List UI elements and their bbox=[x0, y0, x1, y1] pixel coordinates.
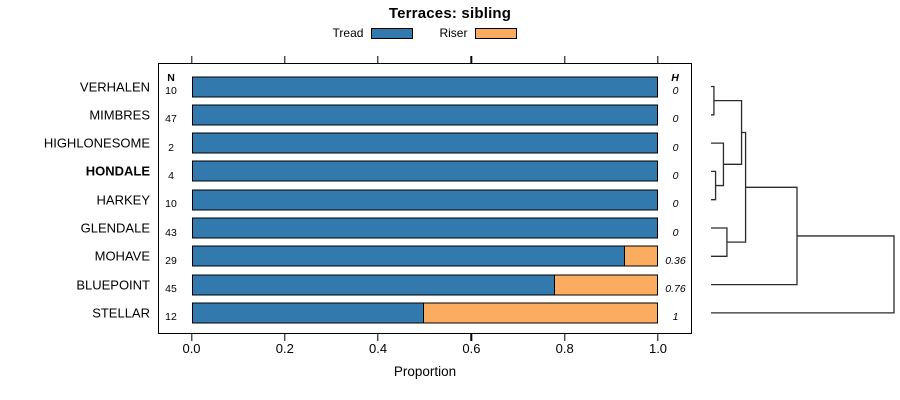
legend-label: Riser bbox=[439, 26, 468, 40]
h-value: 0 bbox=[672, 169, 679, 182]
legend-label: Tread bbox=[332, 26, 364, 40]
bar-segment-tread bbox=[191, 160, 658, 182]
h-column-header: H bbox=[671, 72, 679, 84]
x-tick-top bbox=[470, 56, 473, 63]
n-value: 47 bbox=[165, 113, 177, 126]
n-column-header: N bbox=[167, 72, 175, 84]
x-tick-bottom bbox=[470, 334, 473, 341]
h-value: 1 bbox=[672, 311, 679, 324]
h-value: 0 bbox=[672, 113, 679, 126]
bar-segment-tread bbox=[191, 217, 658, 239]
x-axis-title: Proportion bbox=[393, 364, 457, 379]
x-tick-top bbox=[377, 56, 379, 63]
n-value: 45 bbox=[165, 283, 177, 296]
h-value: 0.76 bbox=[665, 283, 686, 296]
category-label: VERHALEN bbox=[79, 79, 150, 94]
x-tick-bottom bbox=[190, 334, 193, 341]
category-label: HARKEY bbox=[96, 192, 150, 208]
n-value: 2 bbox=[168, 141, 174, 154]
x-tick-label: 1.0 bbox=[648, 341, 668, 356]
x-tick-label: 0.2 bbox=[275, 341, 294, 356]
x-tick-top bbox=[563, 56, 566, 63]
legend-swatch-tread bbox=[371, 27, 414, 39]
bar-segment-tread bbox=[191, 76, 658, 97]
h-value: 0.36 bbox=[665, 254, 686, 267]
bar-segment-riser bbox=[554, 274, 658, 296]
bar-segment-riser bbox=[423, 302, 658, 324]
legend-item-tread: Tread bbox=[333, 26, 414, 40]
h-value: 0 bbox=[672, 226, 679, 239]
legend: Tread Riser bbox=[158, 25, 692, 41]
h-value: 0 bbox=[672, 85, 679, 97]
x-tick-label: 0.6 bbox=[462, 341, 481, 356]
plot-border bbox=[158, 63, 692, 334]
n-value: 10 bbox=[165, 85, 177, 97]
category-label: MOHAVE bbox=[94, 248, 150, 264]
legend-item-riser: Riser bbox=[439, 26, 518, 40]
x-tick-bottom bbox=[563, 334, 566, 341]
x-tick-bottom bbox=[377, 334, 379, 341]
bar-segment-tread bbox=[191, 302, 425, 324]
category-label: BLUEPOINT bbox=[76, 277, 150, 293]
h-value: 0 bbox=[672, 141, 679, 154]
bar-segment-tread bbox=[191, 189, 658, 211]
bar-segment-tread bbox=[191, 274, 556, 296]
n-value: 29 bbox=[165, 254, 177, 267]
n-value: 10 bbox=[165, 198, 177, 211]
x-tick-bottom bbox=[284, 334, 286, 341]
bar-segment-tread bbox=[191, 245, 626, 267]
bar-segment-tread bbox=[191, 104, 658, 126]
dendrogram-links bbox=[711, 85, 895, 314]
x-tick-label: 0.8 bbox=[555, 341, 574, 356]
n-value: 43 bbox=[165, 226, 177, 239]
category-label: HIGHLONESOME bbox=[43, 135, 150, 151]
bar-segment-riser bbox=[624, 245, 658, 267]
category-label: GLENDALE bbox=[80, 220, 150, 236]
x-tick-top bbox=[190, 56, 193, 63]
x-tick-top bbox=[657, 56, 659, 63]
category-label: MIMBRES bbox=[89, 107, 150, 123]
x-tick-top bbox=[284, 56, 286, 63]
category-label: HONDALE bbox=[85, 163, 150, 179]
legend-swatch-riser bbox=[475, 27, 518, 39]
n-value: 12 bbox=[165, 311, 177, 324]
h-value: 0 bbox=[672, 198, 679, 211]
bar-segment-tread bbox=[191, 132, 658, 154]
x-tick-label: 0.0 bbox=[182, 341, 201, 356]
n-value: 4 bbox=[168, 169, 174, 182]
chart-title: Terraces: sibling bbox=[388, 5, 512, 22]
category-label: STELLAR bbox=[92, 305, 150, 321]
x-tick-bottom bbox=[657, 334, 659, 341]
x-tick-label: 0.4 bbox=[369, 341, 388, 356]
